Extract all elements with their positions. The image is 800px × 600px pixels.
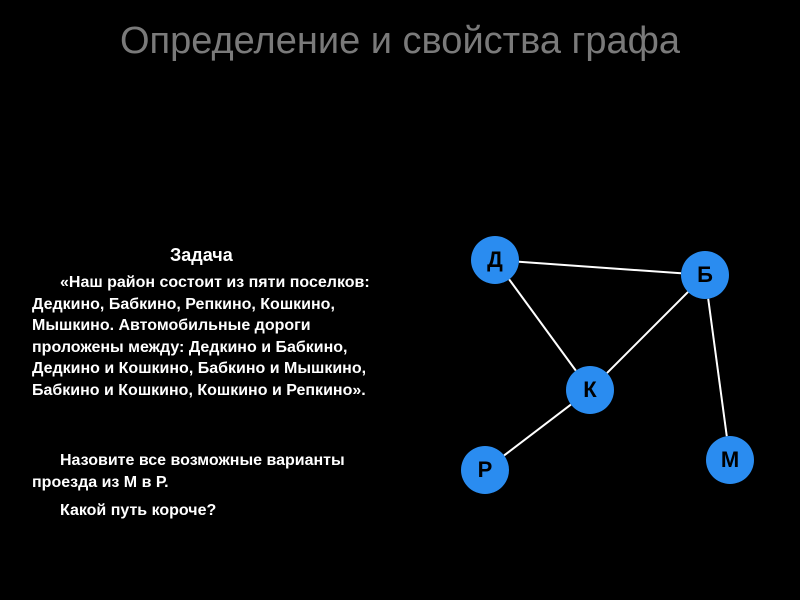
task-paragraph-2: Назовите все возможные варианты проезда … [32, 450, 392, 493]
node-M: М [706, 436, 754, 484]
edge-D-B [519, 262, 681, 274]
edge-B-K [607, 292, 688, 373]
edge-B-M [708, 299, 727, 436]
node-R: Р [461, 446, 509, 494]
node-B: Б [681, 251, 729, 299]
slide: Определение и свойства графа Задача «Наш… [0, 0, 800, 600]
task-label: Задача [170, 245, 233, 266]
edge-D-K [509, 279, 576, 370]
task-paragraph-3: Какой путь короче? [32, 500, 392, 522]
graph-diagram: Д Б К Р М [420, 230, 780, 530]
node-K: К [566, 366, 614, 414]
task-paragraph-1: «Наш район состоит из пяти поселков: Дед… [32, 272, 392, 402]
slide-title: Определение и свойства графа [0, 20, 800, 63]
node-D: Д [471, 236, 519, 284]
edge-K-R [504, 405, 571, 456]
